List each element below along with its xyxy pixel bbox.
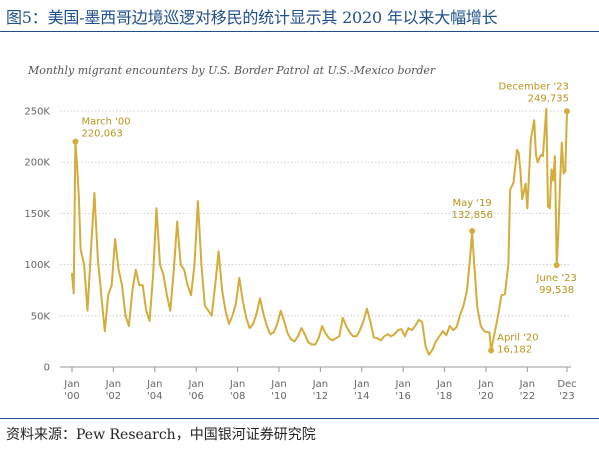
annotation-label: April '20 [497, 332, 539, 343]
series-line [71, 108, 568, 356]
annotation-point [553, 262, 560, 269]
x-tick-label: '18 [437, 391, 452, 402]
x-tick-label: Jan [353, 379, 369, 390]
x-tick-label: Jan [146, 379, 162, 390]
annotation-point [564, 108, 570, 115]
x-tick-label: '20 [478, 391, 493, 402]
y-tick-label: 0 [44, 363, 50, 374]
grid-lines [60, 110, 571, 368]
x-tick-label: '00 [64, 391, 79, 402]
source-note: 资料来源：Pew Research，中国银河证券研究院 [6, 427, 316, 443]
x-tick-label: '23 [559, 391, 574, 402]
annotation-label: 99,538 [539, 285, 574, 296]
y-tick-label: 100K [24, 260, 50, 271]
x-tick-label: Jan [270, 379, 286, 390]
x-tick-label: Jan [436, 379, 452, 390]
y-tick-label: 150K [24, 209, 50, 220]
annotation-label: 249,735 [528, 93, 569, 104]
x-tick-label: Jan [187, 379, 203, 390]
annotation-label: June '23 [535, 273, 576, 284]
x-tick-label: Jan [477, 379, 493, 390]
annotation-point [469, 227, 476, 234]
annotation-label: 16,182 [497, 344, 532, 355]
annotation-label: 220,063 [81, 129, 122, 140]
annotation-point [488, 347, 495, 354]
chart-title: Monthly migrant encounters by U.S. Borde… [28, 64, 436, 77]
series-layer [71, 108, 568, 356]
x-axis-ticks: Jan'00Jan'02Jan'04Jan'06Jan'08Jan'10Jan'… [63, 367, 577, 402]
source-rule [0, 418, 599, 419]
y-tick-label: 50K [31, 311, 51, 322]
x-tick-label: Jan [63, 379, 79, 390]
annotation-label: 132,856 [451, 210, 492, 221]
x-tick-label: '12 [313, 391, 328, 402]
annotation-point [72, 138, 79, 145]
x-tick-label: Dec [557, 379, 576, 390]
x-tick-label: '14 [354, 391, 369, 402]
x-tick-label: '16 [395, 391, 410, 402]
x-tick-label: Jan [519, 379, 535, 390]
x-tick-label: '08 [230, 391, 245, 402]
x-tick-label: Jan [105, 379, 121, 390]
x-tick-label: '10 [271, 391, 286, 402]
y-tick-label: 250K [24, 107, 50, 118]
x-tick-label: '06 [188, 391, 203, 402]
x-tick-label: Jan [394, 379, 410, 390]
figure-title: 图5：美国-墨西哥边境巡逻对移民的统计显示其 2020 年以来大幅增长 [6, 8, 498, 27]
x-tick-label: '04 [147, 391, 162, 402]
title-rule [0, 31, 599, 32]
x-tick-label: Jan [229, 379, 245, 390]
y-tick-label: 200K [24, 158, 50, 169]
annotation-label: May '19 [452, 198, 491, 209]
y-axis-ticks: 0 50K 100K 150K 200K 250K [24, 107, 50, 374]
x-tick-label: '02 [106, 391, 121, 402]
x-tick-label: Jan [312, 379, 328, 390]
annotation-label: December '23 [498, 81, 569, 92]
annotation-label: March '00 [81, 117, 130, 128]
x-tick-label: '22 [520, 391, 535, 402]
